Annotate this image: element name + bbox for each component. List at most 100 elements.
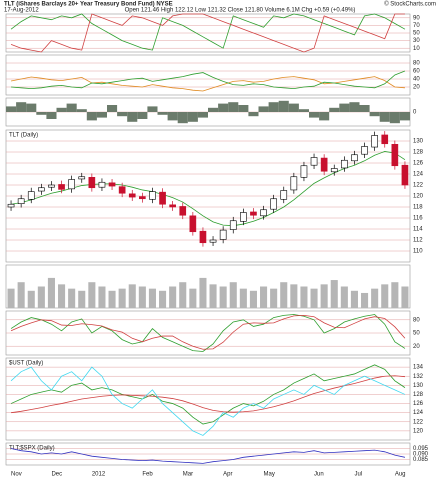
candle-body [27,191,35,200]
date: 17-Aug-2012 [4,8,39,14]
candle-body [401,164,409,186]
volume-bar [98,286,106,308]
volume-bar [78,290,86,308]
histogram-bar [278,100,289,112]
histogram-bar [147,106,158,112]
candle-body [68,179,75,190]
volume-bar [27,290,35,308]
histogram-bar [218,103,229,112]
volume-bar [179,282,187,308]
volume-bar [219,286,227,308]
panel-title: TLT (Daily) [9,133,38,139]
volume-bar [229,282,237,308]
y-tick-label: 128 [413,392,424,398]
volume-bar [310,288,318,308]
histogram-bar [86,112,97,121]
histogram-bar [389,112,400,124]
y-tick-label: 124 [413,172,424,178]
histogram-bar [177,112,188,124]
histogram-bar [379,112,390,122]
candle-body [179,206,187,216]
candle-body [229,220,237,230]
series-line [11,70,406,90]
volume-bar [371,288,379,308]
histogram-bar [329,107,340,112]
y-tick-label: 0.095 [413,446,429,452]
histogram-bar [137,112,148,119]
volume-bar [249,290,257,308]
y-tick-label: 126 [413,161,424,167]
volume-bar [37,286,45,308]
y-tick-label: 130 [413,383,424,389]
histogram-bar [117,112,128,117]
y-tick-label: 10 [413,46,420,52]
y-tick-label: 114 [413,227,423,233]
candle-body [48,184,55,188]
panel-frame [5,357,411,441]
x-tick-label: Apr [223,472,232,478]
candle-body [391,144,399,167]
histogram-bar [187,112,198,122]
y-tick-label: 50 [413,331,420,337]
histogram-bar [56,107,67,112]
candle-body [290,176,298,191]
series-line [10,151,406,227]
panel-title: TLT:$SPX (Daily) [9,446,55,452]
histogram-bar [309,112,320,118]
y-tick-label: 80 [413,317,420,323]
volume-bar [169,286,177,308]
x-tick-label: Mar [183,472,193,478]
y-tick-label: 20 [413,344,420,350]
histogram-bar [26,103,37,112]
histogram-bar [359,105,370,112]
candle-body [58,184,65,190]
histogram-bar [369,112,380,117]
histogram-bar [208,107,219,112]
volume-bar [280,282,288,308]
candle-body [78,176,86,180]
candle-body [149,191,156,200]
histogram-bar [197,112,208,118]
y-tick-label: 134 [413,365,424,371]
histogram-bar [107,105,118,112]
volume-bar [47,277,55,308]
histogram-bar [349,102,360,112]
y-tick-label: 120 [413,194,424,200]
series-line [10,366,406,436]
candle-body [209,239,217,243]
histogram-bar [127,112,138,122]
volume-bar [68,288,76,308]
volume-bar [138,286,146,308]
volume-bar [7,288,15,308]
y-tick-label: 40 [413,77,420,83]
y-tick-label: 132 [413,374,424,380]
histogram-bar [46,112,57,119]
quote: Open 121.46 High 122.12 Low 121.32 Close… [125,8,356,14]
y-tick-label: 50 [413,31,420,37]
candle-body [330,168,338,173]
y-tick-label: 90 [413,15,420,21]
y-tick-label: 30 [413,38,420,44]
candle-body [381,134,389,145]
series-line [10,375,405,414]
candle-body [310,157,318,166]
y-tick-label: 0.085 [413,457,429,463]
volume-bar [118,288,126,308]
histogram-bar [228,102,239,112]
histogram-bar [16,102,27,112]
candle-body [341,159,348,169]
y-tick-label: 130 [413,139,424,145]
volume-bar [401,286,409,308]
y-tick-label: 126 [413,401,424,407]
x-tick-label: Jul [354,472,362,478]
candle-body [98,181,106,188]
series-line [10,448,406,464]
candle-body [118,186,126,194]
series-line [10,76,405,92]
candle-body [139,196,146,200]
chart-title: TLT (iShares Barclays 20+ Year Treasury … [4,2,173,8]
volume-bar [88,282,96,308]
x-tick-label: Nov [11,472,22,478]
credit: © StockCharts.com [384,1,436,8]
volume-bar [209,284,217,308]
